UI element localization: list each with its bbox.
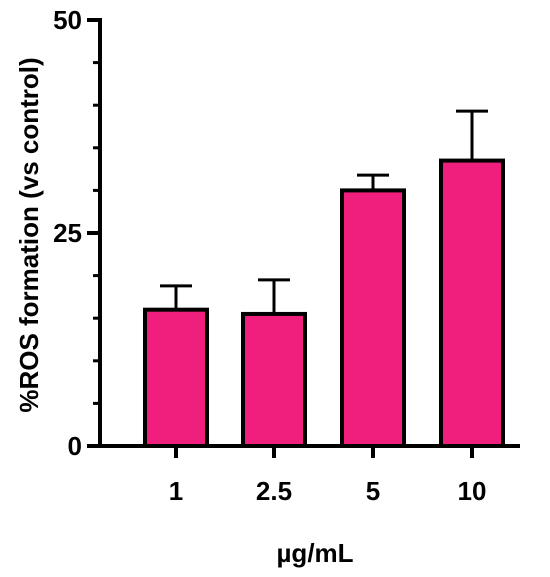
x-tick-label: 2.5 bbox=[256, 476, 292, 506]
y-axis-label: %ROS formation (vs control) bbox=[14, 57, 44, 412]
bar bbox=[439, 158, 505, 449]
x-tick-label: 10 bbox=[458, 476, 487, 506]
y-tick-label: 0 bbox=[68, 431, 82, 461]
plot-area: 0 25 50 1 2.5 5 10 bbox=[53, 5, 520, 506]
bar bbox=[143, 307, 209, 448]
x-tick-label: 5 bbox=[366, 476, 380, 506]
x-axis-label: µg/mL bbox=[276, 538, 353, 568]
x-tick-label: 1 bbox=[169, 476, 183, 506]
bar bbox=[241, 311, 307, 448]
y-tick-label: 25 bbox=[53, 218, 82, 248]
bar bbox=[340, 188, 406, 448]
y-tick-label: 50 bbox=[53, 5, 82, 35]
